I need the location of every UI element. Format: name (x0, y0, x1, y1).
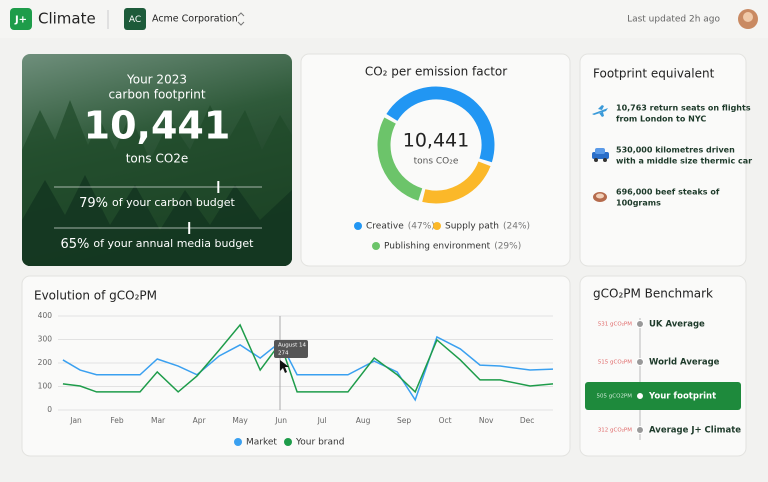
legend-value: (29%) (494, 242, 521, 252)
x-tick-label: Sep (397, 416, 411, 425)
app-name: Climate (38, 10, 96, 28)
budget-value: 65% (61, 237, 90, 252)
x-tick-label: Jan (69, 416, 82, 425)
benchmark-dot (636, 358, 644, 366)
legend-name: Creative (366, 222, 404, 232)
hero-line: carbon footprint (108, 88, 205, 102)
avatar-face (743, 12, 753, 22)
equivalent-text: with a middle size thermic car (616, 157, 752, 166)
org-badge-text: AC (129, 15, 141, 25)
y-tick-label: 0 (47, 405, 52, 414)
legend-dot (354, 222, 362, 230)
card-title: CO₂ per emission factor (365, 65, 507, 79)
benchmark-value: 515 gCO₂PM (598, 360, 632, 366)
donut-total: 10,441 (403, 130, 469, 152)
benchmark-dot (636, 392, 644, 400)
legend-dot (284, 438, 292, 446)
budget-text: of your carbon budget (112, 196, 236, 209)
y-tick-label: 200 (38, 358, 53, 367)
x-tick-label: Mar (151, 416, 166, 425)
hero-image (22, 54, 292, 266)
hero-total: 10,441 (84, 104, 231, 148)
plane-icon (592, 105, 608, 117)
trees (22, 175, 292, 266)
budget-label: 65% of your annual media budget (61, 237, 255, 252)
budget-label: 79% of your carbon budget (79, 196, 235, 211)
logo[interactable] (10, 8, 32, 30)
x-tick-label: Dec (520, 416, 535, 425)
benchmark-name: Your footprint (648, 392, 716, 402)
legend-dot (433, 222, 441, 230)
x-tick-label: Feb (110, 416, 124, 425)
equivalent-text: 696,000 beef steaks of (616, 188, 720, 197)
org-badge[interactable] (124, 8, 146, 30)
x-tick-label: May (232, 416, 248, 425)
donut-unit: tons CO₂e (414, 157, 459, 167)
legend-name: Supply path (445, 222, 499, 232)
benchmark-value: 312 gCO₂PM (598, 428, 632, 434)
y-tick-label: 400 (38, 311, 53, 320)
legend-name[interactable]: Market (246, 438, 277, 448)
x-tick-label: Jul (317, 416, 327, 425)
legend-dot (234, 438, 242, 446)
budget-text: of your annual media budget (93, 237, 254, 250)
equivalent-text: 530,000 kilometres driven (616, 146, 735, 155)
cursor (280, 360, 289, 373)
legend-name[interactable]: Your brand (295, 438, 344, 448)
benchmark-name: World Average (649, 358, 720, 368)
org-name[interactable]: Acme Corporation (152, 14, 238, 25)
benchmark-name: UK Average (649, 320, 705, 330)
hero-unit: tons CO2e (126, 152, 189, 166)
donut-segment (386, 86, 495, 163)
benchmark-dot (636, 320, 644, 328)
x-tick-label: Apr (193, 416, 207, 425)
legend-name: Publishing environment (384, 242, 491, 252)
legend-dot (372, 242, 380, 250)
y-tick-label: 100 (38, 382, 53, 391)
org-switch[interactable] (237, 12, 245, 26)
card-title: Evolution of gCO₂PM (34, 289, 157, 303)
benchmark-value: 505 gCO2PM (597, 394, 633, 400)
donut-segment (422, 161, 491, 204)
equivalent-text: from London to NYC (616, 115, 706, 124)
card (579, 275, 747, 457)
equivalent-text: 10,763 return seats on flights (616, 104, 751, 113)
x-tick-label: Oct (439, 416, 452, 425)
x-tick-label: Nov (479, 416, 494, 425)
x-tick-label: Jun (274, 416, 287, 425)
line-series (62, 323, 554, 394)
tooltip-date: August 14 (278, 343, 306, 349)
x-tick-label: Aug (356, 416, 371, 425)
steak-icon (593, 192, 607, 202)
benchmark-dot (636, 426, 644, 434)
equivalent-text: 100grams (616, 199, 661, 208)
card (579, 53, 747, 267)
donut-segment (377, 117, 423, 201)
car-icon (592, 148, 609, 162)
logo-text: J+ (14, 15, 27, 26)
highlight (585, 382, 741, 410)
line-series (62, 335, 554, 402)
card-title: Footprint equivalent (593, 67, 715, 81)
legend-value: (24%) (503, 222, 530, 232)
card (21, 275, 571, 457)
legend-value: (47%) (408, 222, 435, 232)
card (300, 53, 571, 267)
y-tick-label: 300 (38, 335, 53, 344)
card-title: gCO₂PM Benchmark (593, 287, 713, 301)
benchmark-name: Average J+ Climate (649, 426, 741, 436)
hero-line: Your 2023 (126, 73, 187, 87)
benchmark-value: 531 gCO₂PM (598, 322, 632, 328)
updated: Last updated 2h ago (627, 15, 720, 25)
budget-value: 79% (79, 196, 108, 211)
tooltip (274, 340, 308, 358)
tooltip-value: 274 (278, 351, 289, 357)
